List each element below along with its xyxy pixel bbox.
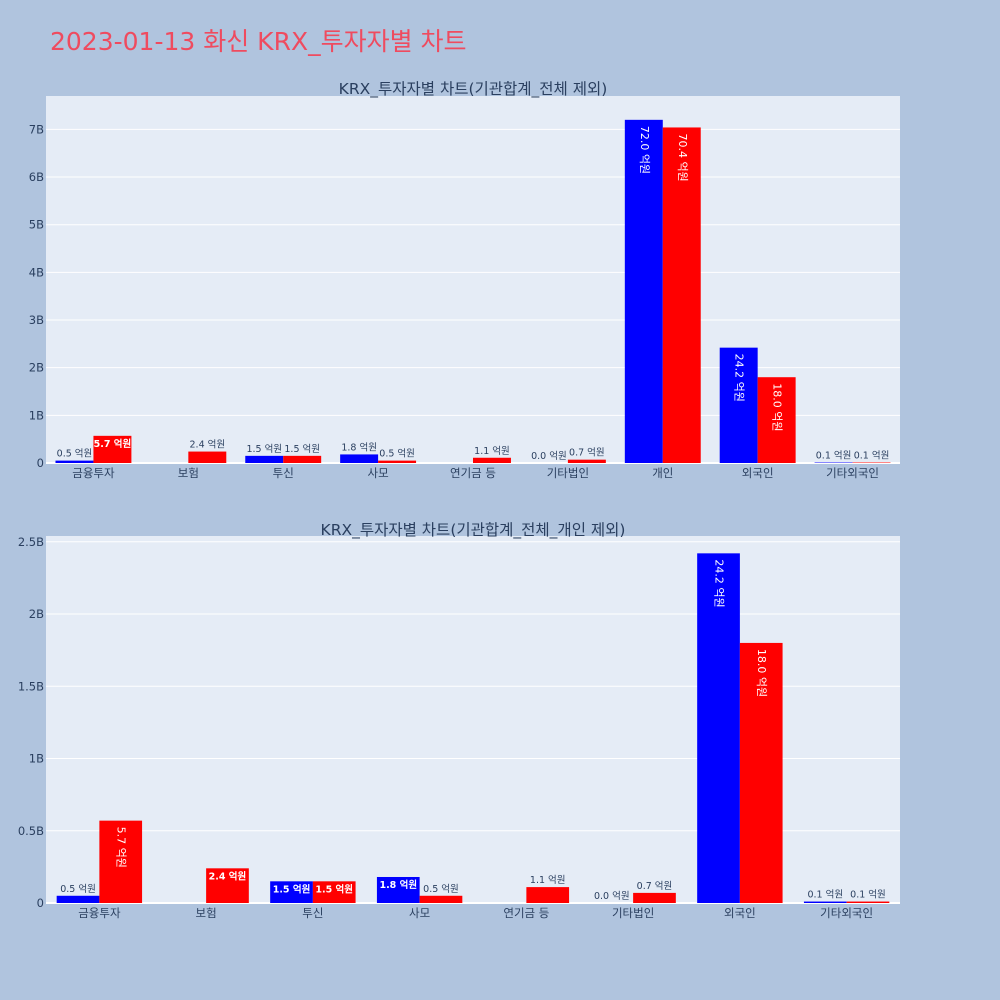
x-tick-label: 기타외국인 [826, 466, 879, 480]
data-label: 0.1 억원 [816, 450, 852, 462]
x-tick-label: 기타법인 [547, 466, 589, 480]
bar [55, 460, 94, 463]
data-label: 18.0 억원 [755, 649, 768, 697]
bar [739, 642, 783, 903]
y-tick-label: 7B [29, 122, 44, 136]
data-label: 0.5 억원 [423, 883, 459, 895]
page-title: 2023-01-13 화신 KRX_투자자별 차트 [50, 27, 467, 56]
data-label: 0.1 억원 [854, 450, 890, 462]
x-tick-label: 기타외국인 [820, 906, 873, 920]
y-tick-label: 1B [29, 752, 44, 766]
data-label: 24.2 억원 [713, 559, 726, 607]
data-label: 1.1 억원 [530, 874, 566, 886]
bar [206, 868, 249, 903]
bar [757, 377, 796, 463]
data-label: 0.1 억원 [850, 889, 886, 901]
data-label: 0.7 억원 [637, 880, 673, 892]
x-tick-label: 투신 [273, 466, 294, 480]
data-label: 1.5 억원 [273, 883, 311, 895]
data-label: 1.1 억원 [474, 445, 510, 457]
data-label: 1.8 억원 [379, 879, 417, 891]
x-tick-label: 기타법인 [612, 906, 654, 920]
bar [473, 457, 511, 463]
x-tick-label: 개인 [652, 466, 673, 480]
y-tick-label: 1.5B [18, 679, 44, 693]
x-tick-label: 투신 [302, 906, 323, 920]
data-label: 1.5 억원 [246, 443, 282, 455]
bar [93, 435, 132, 463]
bar [633, 892, 676, 903]
bar [803, 901, 847, 903]
bar [378, 460, 417, 463]
data-label: 5.7 억원 [115, 827, 128, 868]
x-tick-label: 보험 [196, 906, 217, 920]
bar [419, 895, 463, 903]
x-tick-label: 연기금 등 [450, 466, 496, 480]
data-label: 72.0 억원 [638, 126, 651, 174]
bar [283, 455, 322, 463]
x-tick-label: 보험 [178, 466, 199, 480]
data-label: 1.5 억원 [315, 883, 353, 895]
data-label: 0.5 억원 [57, 448, 93, 460]
data-label: 1.5 억원 [284, 443, 320, 455]
y-tick-label: 2B [29, 361, 44, 375]
data-label: 2.4 억원 [209, 870, 247, 882]
x-tick-label: 외국인 [742, 466, 774, 480]
chart-title: KRX_투자자별 차트(기관합계_전체_개인 제외) [321, 521, 626, 540]
x-tick-label: 사모 [368, 466, 389, 480]
y-tick-label: 2B [29, 607, 44, 621]
bar [56, 895, 100, 903]
x-tick-label: 연기금 등 [503, 906, 549, 920]
y-tick-label: 1B [29, 408, 44, 422]
data-label: 0.7 억원 [569, 447, 605, 459]
bar [188, 451, 227, 463]
y-tick-label: 0.5B [18, 824, 44, 838]
bar [270, 881, 313, 903]
x-tick-label: 금융투자 [78, 906, 121, 920]
bar [376, 876, 420, 903]
data-label: 2.4 억원 [190, 439, 226, 451]
bar [719, 347, 758, 463]
data-label: 0.1 억원 [807, 889, 843, 901]
bar [245, 455, 284, 463]
y-tick-label: 0 [37, 896, 44, 910]
bar [526, 887, 570, 903]
data-label: 0.5 억원 [60, 883, 96, 895]
data-label: 0.0 억원 [531, 450, 567, 462]
bar [99, 820, 143, 903]
y-tick-label: 6B [29, 170, 44, 184]
y-tick-label: 4B [29, 265, 44, 279]
bar [312, 881, 356, 903]
data-label: 0.5 억원 [379, 448, 415, 460]
x-tick-label: 사모 [409, 906, 430, 920]
data-label: 18.0 억원 [771, 383, 784, 431]
bar [567, 459, 606, 463]
bar [846, 901, 890, 903]
bar [697, 553, 740, 903]
x-tick-label: 금융투자 [72, 466, 115, 480]
y-tick-label: 2.5B [18, 535, 44, 549]
y-tick-label: 3B [29, 313, 44, 327]
data-label: 0.0 억원 [594, 890, 630, 902]
y-tick-label: 5B [29, 218, 44, 232]
bar [340, 454, 379, 463]
data-label: 24.2 억원 [733, 354, 746, 402]
y-tick-label: 0 [37, 456, 44, 470]
x-tick-label: 외국인 [724, 906, 756, 920]
data-label: 1.8 억원 [341, 441, 377, 453]
data-label: 5.7 억원 [94, 438, 132, 450]
bar [624, 119, 663, 463]
data-label: 70.4 억원 [676, 133, 689, 181]
bar [662, 127, 701, 463]
chart-title: KRX_투자자별 차트(기관합계_전체 제외) [339, 80, 608, 99]
